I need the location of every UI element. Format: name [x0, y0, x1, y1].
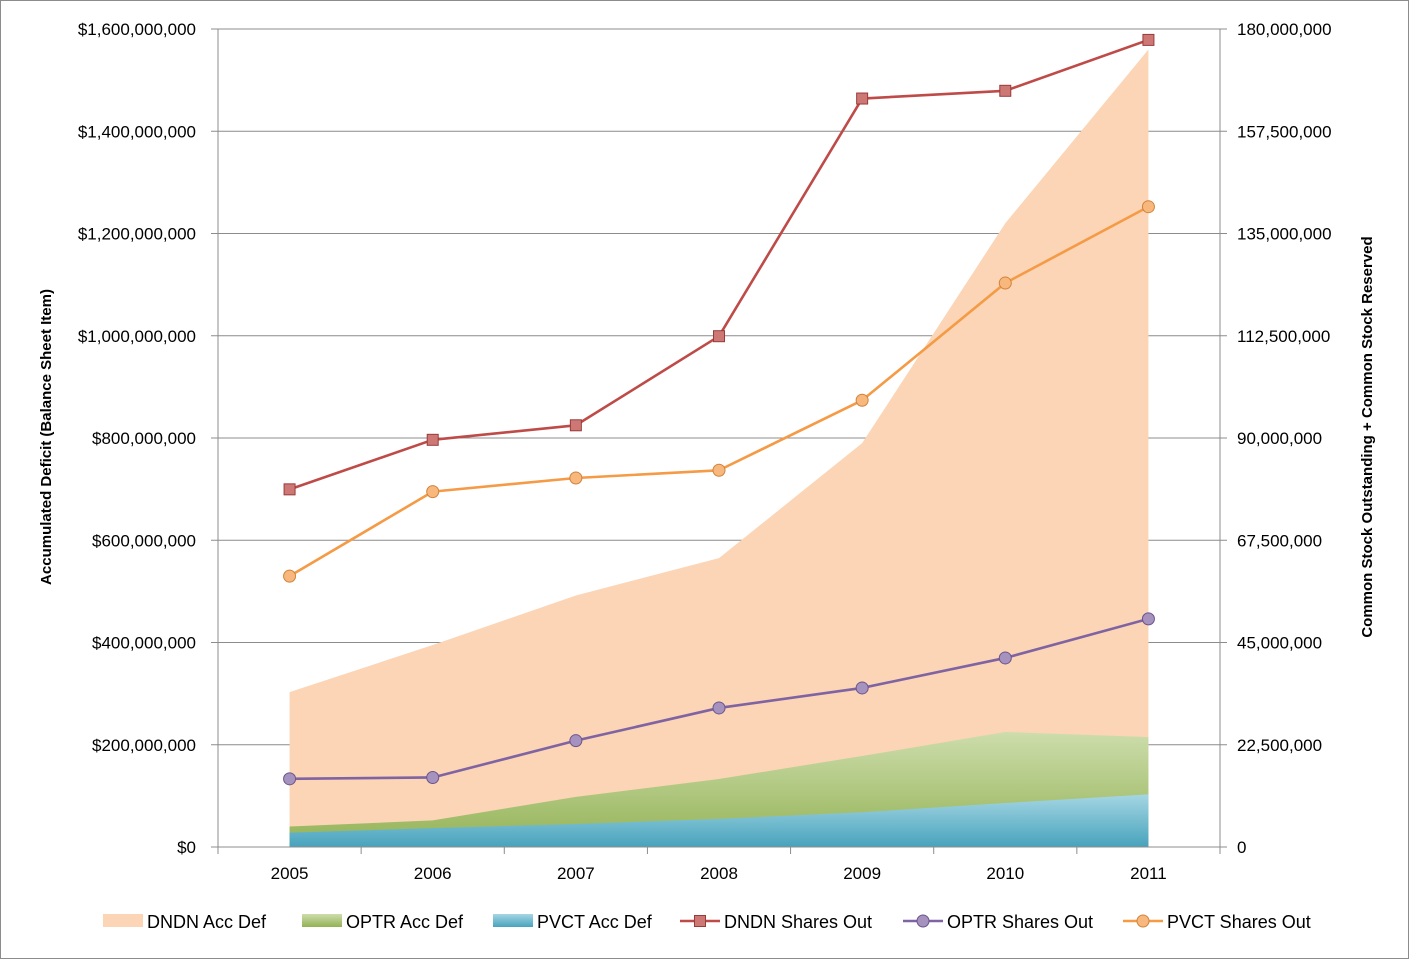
y-right-tick-label: 90,000,000: [1237, 429, 1322, 448]
point-dndn-shares-out: [999, 84, 1012, 97]
area-series: [289, 49, 1149, 847]
x-tick-label: 2010: [986, 864, 1024, 883]
x-tick-label: 2007: [557, 864, 595, 883]
y-right-tick-label: 0: [1237, 838, 1246, 857]
y-axis-right-title: Common Stock Outstanding + Common Stock …: [1359, 236, 1376, 637]
legend-label: PVCT Acc Def: [537, 912, 653, 932]
point-dndn-shares-out: [283, 483, 296, 496]
legend: DNDN Acc Def OPTR Acc Def PVCT Acc Def DNDN…: [103, 912, 1311, 932]
point-optr-shares-out: [283, 772, 297, 786]
y-right-tick-label: 22,500,000: [1237, 736, 1322, 755]
legend-marker: [916, 914, 930, 928]
x-tick-label: 2008: [700, 864, 738, 883]
y-left-tick-label: $600,000,000: [92, 531, 196, 550]
legend-swatch: [103, 914, 143, 927]
point-dndn-shares-out: [569, 419, 582, 432]
legend-item-pvct-shares-out: PVCT Shares Out: [1123, 912, 1311, 932]
point-dndn-shares-out: [713, 330, 725, 343]
y-right-tick-label: 67,500,000: [1237, 531, 1322, 550]
point-optr-shares-out: [855, 681, 869, 695]
point-optr-shares-out: [569, 734, 583, 748]
point-dndn-shares-out: [856, 92, 869, 105]
legend-item-optr-acc-def: OPTR Acc Def: [302, 912, 464, 932]
point-pvct-shares-out: [855, 393, 869, 407]
point-pvct-shares-out: [426, 485, 440, 499]
line-series: [283, 33, 1155, 786]
legend-label: OPTR Acc Def: [346, 912, 464, 932]
y-right-tick-label: 45,000,000: [1237, 634, 1322, 653]
axes: [211, 28, 1227, 854]
y-right-tick-label: 135,000,000: [1237, 225, 1332, 244]
y-axis-left-title: Accumulated Deficit (Balance Sheet Item): [38, 289, 55, 585]
x-tick-label: 2006: [414, 864, 452, 883]
area-dndn-acc-def: [289, 49, 1149, 847]
point-pvct-shares-out: [998, 276, 1012, 290]
point-pvct-shares-out: [569, 471, 583, 485]
tick-labels: $0 $200,000,000 $400,000,000 $600,000,000 $8…: [78, 20, 1332, 883]
x-tick-label: 2011: [1130, 864, 1167, 883]
y-left-tick-label: $200,000,000: [92, 736, 196, 755]
y-right-tick-label: 180,000,000: [1237, 20, 1332, 39]
legend-item-pvct-acc-def: PVCT Acc Def: [493, 912, 653, 932]
y-left-tick-label: $1,400,000,000: [78, 122, 196, 141]
y-left-tick-label: $1,200,000,000: [78, 225, 196, 244]
area-pvct-acc-def: [289, 794, 1149, 847]
point-optr-shares-out: [998, 651, 1012, 665]
legend-marker: [1136, 914, 1150, 928]
y-left-tick-label: $400,000,000: [92, 634, 196, 653]
point-optr-shares-out: [712, 701, 726, 715]
point-pvct-shares-out: [1141, 200, 1155, 214]
legend-item-dndn-acc-def: DNDN Acc Def: [103, 912, 267, 932]
legend-label: DNDN Shares Out: [724, 912, 872, 932]
y-right-tick-label: 112,500,000: [1237, 327, 1330, 346]
y-left-tick-label: $0: [177, 838, 196, 857]
legend-item-optr-shares-out: OPTR Shares Out: [903, 912, 1093, 932]
y-left-tick-label: $1,000,000,000: [78, 327, 196, 346]
y-left-tick-label: $800,000,000: [92, 429, 196, 448]
legend-item-dndn-shares-out: DNDN Shares Out: [680, 912, 872, 932]
y-left-tick-label: $1,600,000,000: [78, 20, 196, 39]
y-right-tick-label: 157,500,000: [1237, 122, 1332, 141]
point-pvct-shares-out: [712, 463, 726, 477]
x-tick-label: 2005: [271, 864, 309, 883]
point-pvct-shares-out: [283, 569, 297, 583]
point-dndn-shares-out: [426, 433, 439, 446]
legend-swatch: [493, 914, 533, 927]
legend-label: PVCT Shares Out: [1167, 912, 1311, 932]
legend-swatch: [302, 914, 342, 927]
legend-label: OPTR Shares Out: [947, 912, 1093, 932]
legend-label: DNDN Acc Def: [147, 912, 267, 932]
point-optr-shares-out: [426, 770, 440, 784]
legend-marker: [694, 915, 706, 927]
point-dndn-shares-out: [1142, 33, 1155, 46]
point-optr-shares-out: [1141, 612, 1155, 626]
x-tick-label: 2009: [843, 864, 881, 883]
